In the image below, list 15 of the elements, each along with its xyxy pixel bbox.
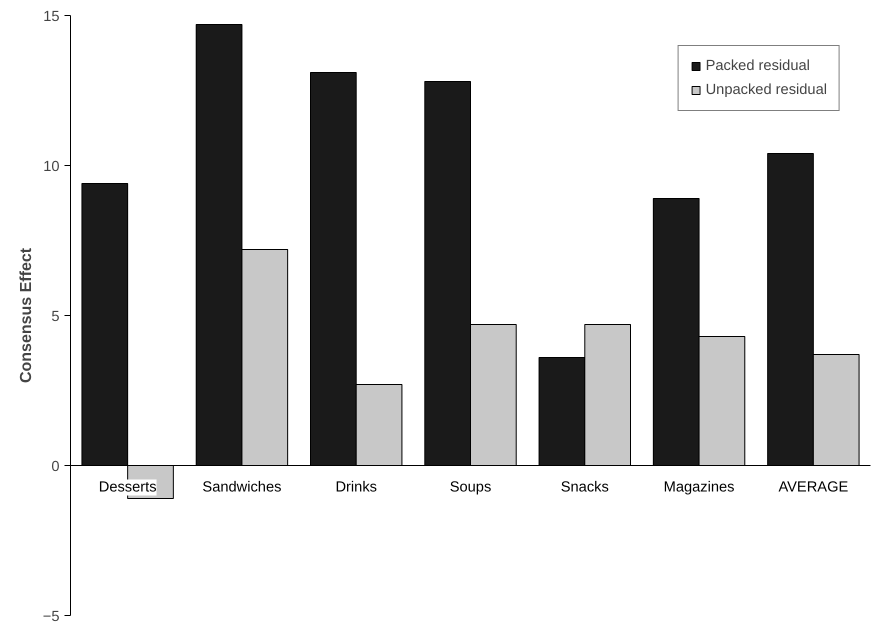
y-tick-label: 15: [43, 9, 60, 25]
x-tick-label: AVERAGE: [778, 480, 848, 496]
y-axis-title: Consensus Effect: [18, 247, 35, 384]
x-tick-label: Desserts: [98, 480, 157, 496]
y-tick-label: 5: [51, 309, 60, 325]
y-tick-label: 10: [43, 159, 60, 175]
legend-label: Packed residual: [706, 58, 810, 74]
x-tick-label: Snacks: [560, 480, 609, 496]
x-tick-label: Drinks: [335, 480, 377, 496]
y-tick-label: −5: [42, 609, 60, 625]
legend-label: Unpacked residual: [706, 82, 827, 98]
x-tick-label: Soups: [450, 480, 492, 496]
y-tick-label: 0: [51, 459, 60, 475]
x-tick-label: Magazines: [664, 480, 735, 496]
x-tick-label: Sandwiches: [202, 480, 282, 496]
